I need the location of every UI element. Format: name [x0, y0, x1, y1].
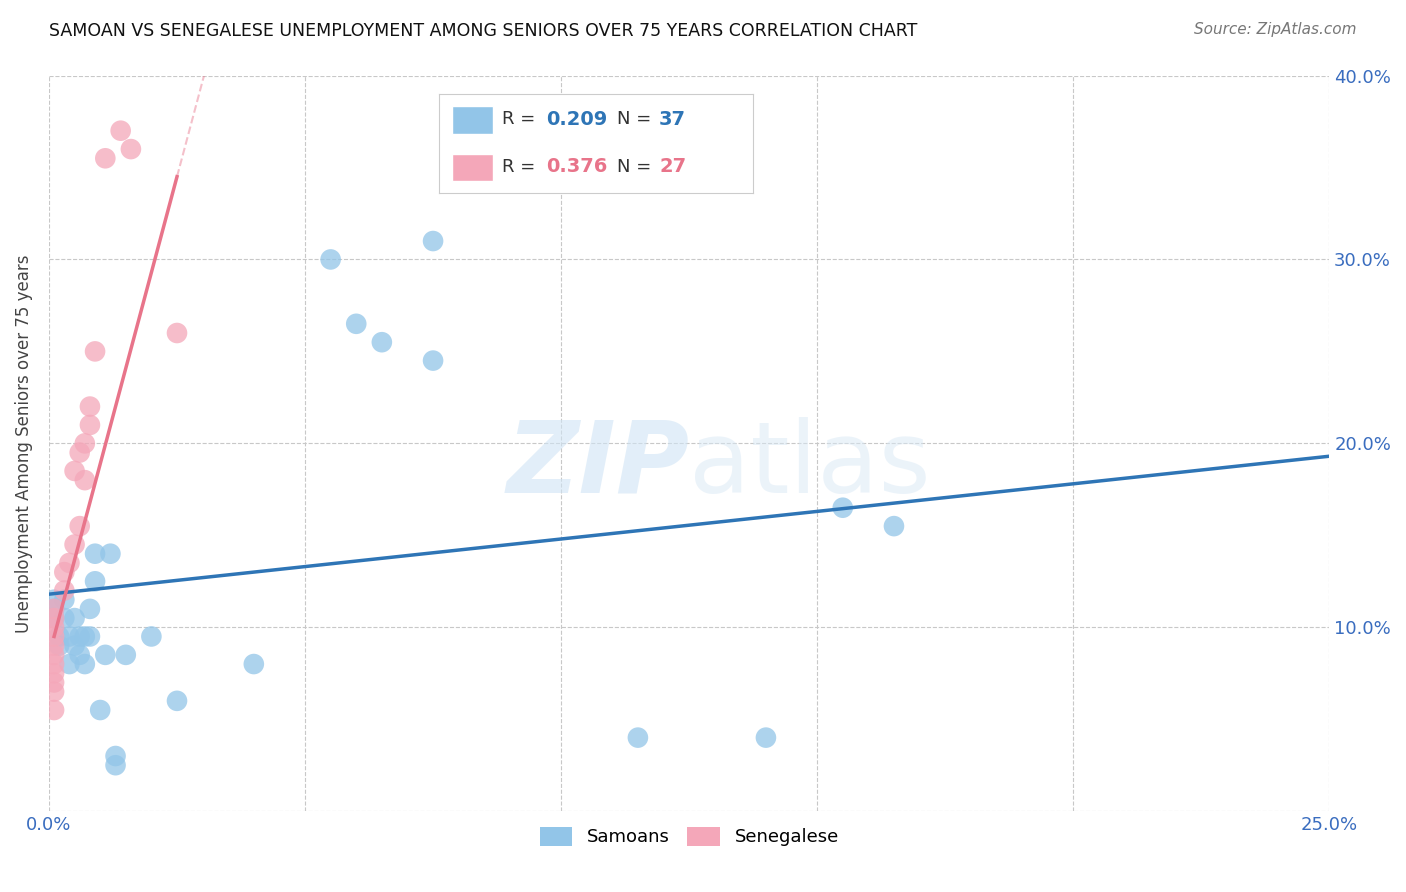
Text: atlas: atlas: [689, 417, 931, 514]
Point: [120, 142, 142, 156]
Point: [166, 694, 188, 708]
Point: [42, 648, 65, 662]
Point: [53, 565, 76, 579]
Text: ZIP: ZIP: [506, 417, 689, 514]
Point: [89, 703, 111, 717]
Point: [141, 630, 163, 644]
Point: [42, 611, 65, 625]
Legend: Samoans, Senegalese: Samoans, Senegalese: [533, 820, 846, 854]
Point: [755, 731, 778, 745]
Point: [319, 252, 342, 267]
Point: [42, 666, 65, 681]
Point: [84, 547, 107, 561]
Point: [73, 657, 96, 671]
Point: [63, 639, 86, 653]
Point: [42, 602, 65, 616]
Point: [73, 436, 96, 450]
Point: [42, 630, 65, 644]
Point: [79, 400, 101, 414]
Point: [79, 602, 101, 616]
Point: [104, 749, 127, 764]
Point: [94, 648, 117, 662]
Point: [63, 611, 86, 625]
Point: [79, 630, 101, 644]
Point: [42, 684, 65, 698]
Point: [73, 473, 96, 487]
Point: [422, 234, 444, 248]
Point: [58, 556, 80, 570]
Point: [58, 657, 80, 671]
Point: [344, 317, 367, 331]
Text: Source: ZipAtlas.com: Source: ZipAtlas.com: [1194, 22, 1357, 37]
Point: [42, 703, 65, 717]
Point: [42, 639, 65, 653]
Point: [42, 620, 65, 634]
Point: [42, 602, 65, 616]
Y-axis label: Unemployment Among Seniors over 75 years: Unemployment Among Seniors over 75 years: [15, 254, 32, 632]
Point: [73, 630, 96, 644]
Point: [100, 547, 122, 561]
Point: [42, 675, 65, 690]
Point: [243, 657, 266, 671]
Point: [48, 639, 70, 653]
Point: [422, 353, 444, 368]
Point: [42, 657, 65, 671]
Text: SAMOAN VS SENEGALESE UNEMPLOYMENT AMONG SENIORS OVER 75 YEARS CORRELATION CHART: SAMOAN VS SENEGALESE UNEMPLOYMENT AMONG …: [49, 22, 918, 40]
Point: [63, 464, 86, 478]
Point: [831, 500, 853, 515]
Point: [42, 611, 65, 625]
Point: [69, 445, 91, 459]
Point: [94, 151, 117, 165]
Point: [166, 326, 188, 340]
Point: [627, 731, 650, 745]
Point: [48, 630, 70, 644]
Point: [69, 648, 91, 662]
Point: [69, 519, 91, 533]
Point: [53, 611, 76, 625]
Point: [104, 758, 127, 772]
Point: [84, 574, 107, 589]
Point: [114, 648, 136, 662]
Point: [58, 630, 80, 644]
Point: [42, 592, 65, 607]
Point: [84, 344, 107, 359]
Point: [53, 592, 76, 607]
Point: [69, 630, 91, 644]
Point: [79, 417, 101, 432]
Point: [63, 537, 86, 551]
Point: [883, 519, 905, 533]
Point: [371, 335, 394, 350]
Point: [110, 124, 132, 138]
Point: [53, 583, 76, 598]
